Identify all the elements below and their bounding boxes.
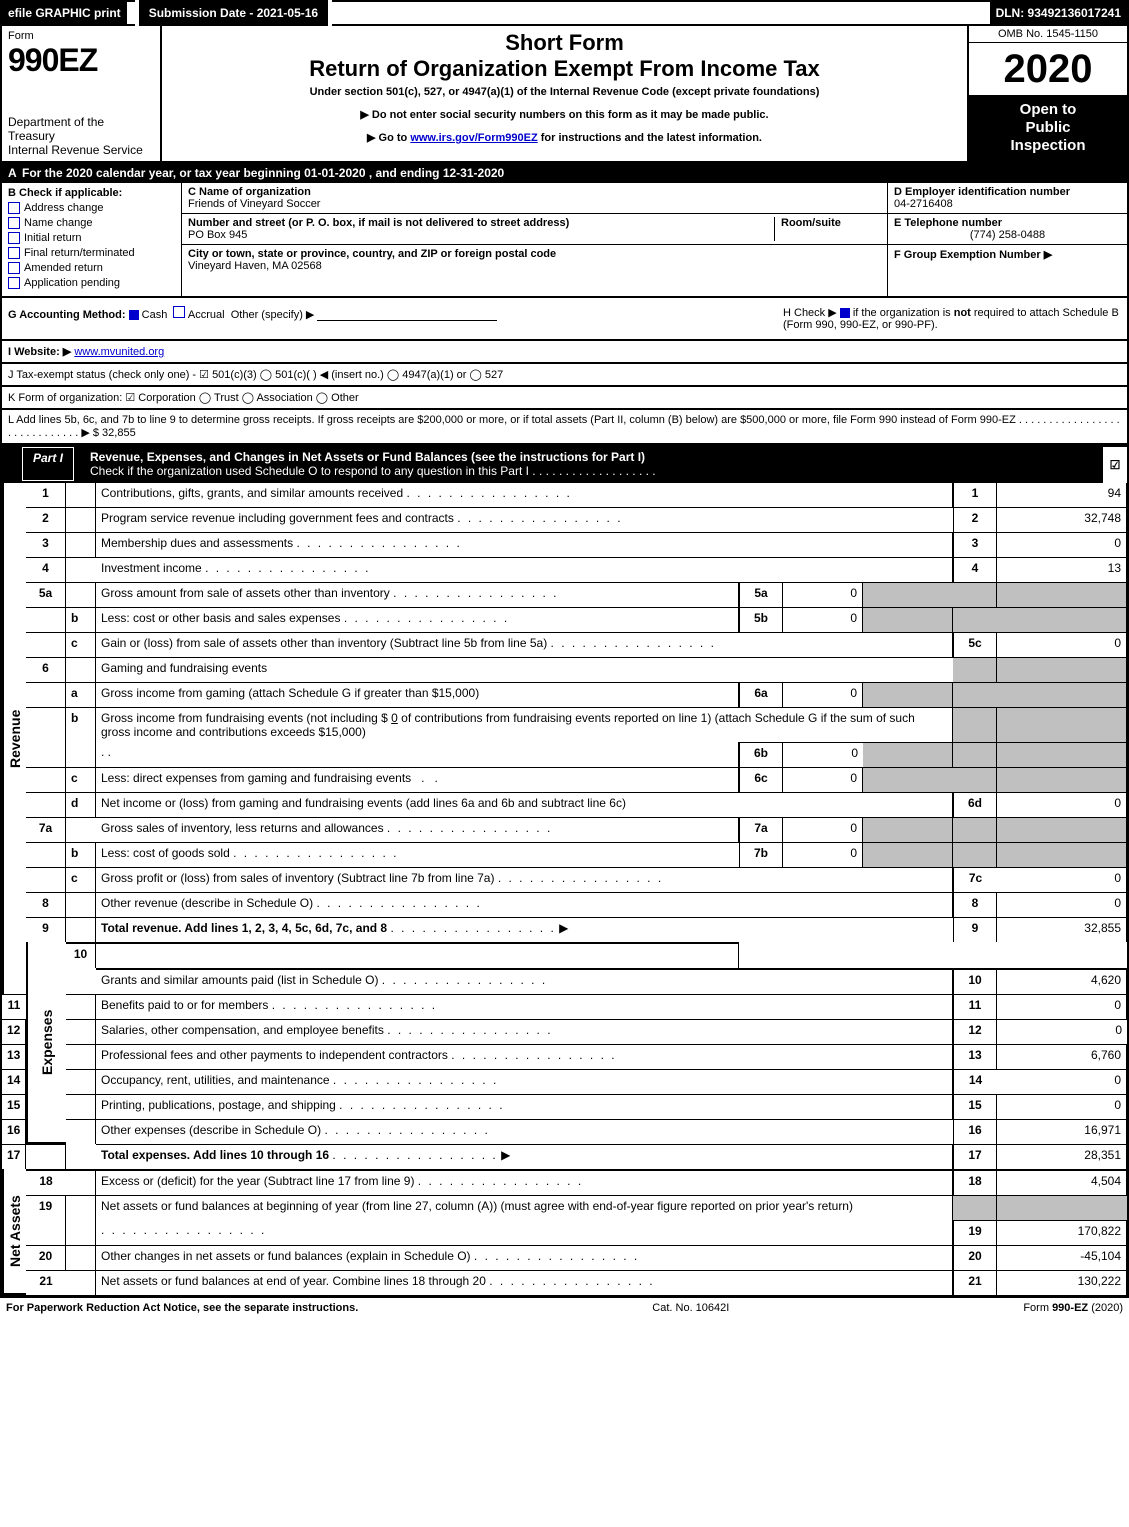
other-specify-input[interactable] xyxy=(317,308,497,321)
chk-cash[interactable] xyxy=(129,310,139,320)
rot-netassets: Net Assets xyxy=(2,1169,26,1295)
row-k: K Form of organization: ☑ Corporation ◯ … xyxy=(0,387,1129,410)
org-name-label: C Name of organization xyxy=(188,186,881,198)
row-gh: G Accounting Method: Cash Accrual Other … xyxy=(0,298,1129,341)
footer: For Paperwork Reduction Act Notice, see … xyxy=(0,1297,1129,1318)
rot-expenses: Expenses xyxy=(26,942,66,1144)
section-b: B Check if applicable: Address change Na… xyxy=(2,183,182,296)
accounting-method-label: G Accounting Method: xyxy=(8,309,126,321)
info-block: B Check if applicable: Address change Na… xyxy=(0,183,1129,298)
dept-treasury: Department of the Treasury xyxy=(8,115,154,143)
chk-address-change[interactable]: Address change xyxy=(8,202,175,214)
row-l: L Add lines 5b, 6c, and 7b to line 9 to … xyxy=(0,410,1129,445)
ein-value: 04-2716408 xyxy=(894,198,1121,210)
l1-desc: Contributions, gifts, grants, and simila… xyxy=(96,483,953,507)
cat-no: Cat. No. 10642I xyxy=(652,1302,729,1314)
dln-label: DLN: 93492136017241 xyxy=(990,0,1127,26)
city-label: City or town, state or province, country… xyxy=(188,248,881,260)
chk-accrual[interactable] xyxy=(173,306,185,318)
tax-year: 2020 xyxy=(969,43,1127,95)
top-bar: efile GRAPHIC print Submission Date - 20… xyxy=(0,0,1129,26)
omb-number: OMB No. 1545-1150 xyxy=(969,26,1127,43)
tax-year-row: AFor the 2020 calendar year, or tax year… xyxy=(0,163,1129,183)
irs-link[interactable]: www.irs.gov/Form990EZ xyxy=(410,132,537,144)
l2-amt: 32,748 xyxy=(997,507,1127,532)
chk-amended-return[interactable]: Amended return xyxy=(8,262,175,274)
chk-initial-return[interactable]: Initial return xyxy=(8,232,175,244)
part1-header: Part I Revenue, Expenses, and Changes in… xyxy=(0,445,1129,483)
chk-h[interactable] xyxy=(840,308,850,318)
form-page: Form 990-EZ (2020) xyxy=(1023,1302,1123,1314)
l3-amt: 0 xyxy=(997,532,1127,557)
title-short-form: Short Form xyxy=(170,30,959,56)
part1-label: Part I xyxy=(22,447,74,481)
part1-check[interactable]: ☑ xyxy=(1103,445,1127,483)
gross-receipts-value: 32,855 xyxy=(102,427,136,439)
city-value: Vineyard Haven, MA 02568 xyxy=(188,260,881,272)
street-value: PO Box 945 xyxy=(188,229,774,241)
row-j: J Tax-exempt status (check only one) - ☑… xyxy=(0,364,1129,387)
section-c: C Name of organization Friends of Vineya… xyxy=(182,183,887,296)
section-def: D Employer identification number 04-2716… xyxy=(887,183,1127,296)
chk-name-change[interactable]: Name change xyxy=(8,217,175,229)
rot-revenue: Revenue xyxy=(2,483,26,994)
part1-title: Revenue, Expenses, and Changes in Net As… xyxy=(80,445,1103,483)
ein-label: D Employer identification number xyxy=(894,186,1121,198)
subtitle-section: Under section 501(c), 527, or 4947(a)(1)… xyxy=(170,86,959,98)
paperwork-notice: For Paperwork Reduction Act Notice, see … xyxy=(6,1302,358,1314)
form-header: Form 990EZ Department of the Treasury In… xyxy=(0,26,1129,163)
form-number: 990EZ xyxy=(8,42,154,79)
title-return: Return of Organization Exempt From Incom… xyxy=(170,56,959,82)
street-label: Number and street (or P. O. box, if mail… xyxy=(188,217,569,229)
irs-label: Internal Revenue Service xyxy=(8,143,154,157)
financial-table: Revenue 1 Contributions, gifts, grants, … xyxy=(0,483,1129,1297)
website-link[interactable]: www.mvunited.org xyxy=(74,346,164,358)
l1-num: 1 xyxy=(26,483,66,507)
efile-print-label[interactable]: efile GRAPHIC print xyxy=(2,0,127,26)
room-label: Room/suite xyxy=(781,217,881,229)
ssn-warning: ▶ Do not enter social security numbers o… xyxy=(170,108,959,121)
form-word: Form xyxy=(8,30,154,42)
l2-desc: Program service revenue including govern… xyxy=(96,507,953,532)
phone-label: E Telephone number xyxy=(894,217,1121,229)
l1-box: 1 xyxy=(953,483,997,507)
l4-amt: 13 xyxy=(997,557,1127,582)
goto-note: ▶ Go to www.irs.gov/Form990EZ for instru… xyxy=(170,131,959,144)
row-i: I Website: ▶ www.mvunited.org xyxy=(0,341,1129,364)
submission-date-label: Submission Date - 2021-05-16 xyxy=(135,0,332,26)
l2-num: 2 xyxy=(26,507,66,532)
chk-final-return[interactable]: Final return/terminated xyxy=(8,247,175,259)
chk-application-pending[interactable]: Application pending xyxy=(8,277,175,289)
l1-amt: 94 xyxy=(997,483,1127,507)
group-exemption-label: F Group Exemption Number ▶ xyxy=(894,248,1121,261)
l9-amt: 32,855 xyxy=(997,917,1127,942)
open-public-badge: Open to Public Inspection xyxy=(969,95,1127,161)
phone-value: (774) 258-0488 xyxy=(894,229,1121,241)
org-name-value: Friends of Vineyard Soccer xyxy=(188,198,881,210)
